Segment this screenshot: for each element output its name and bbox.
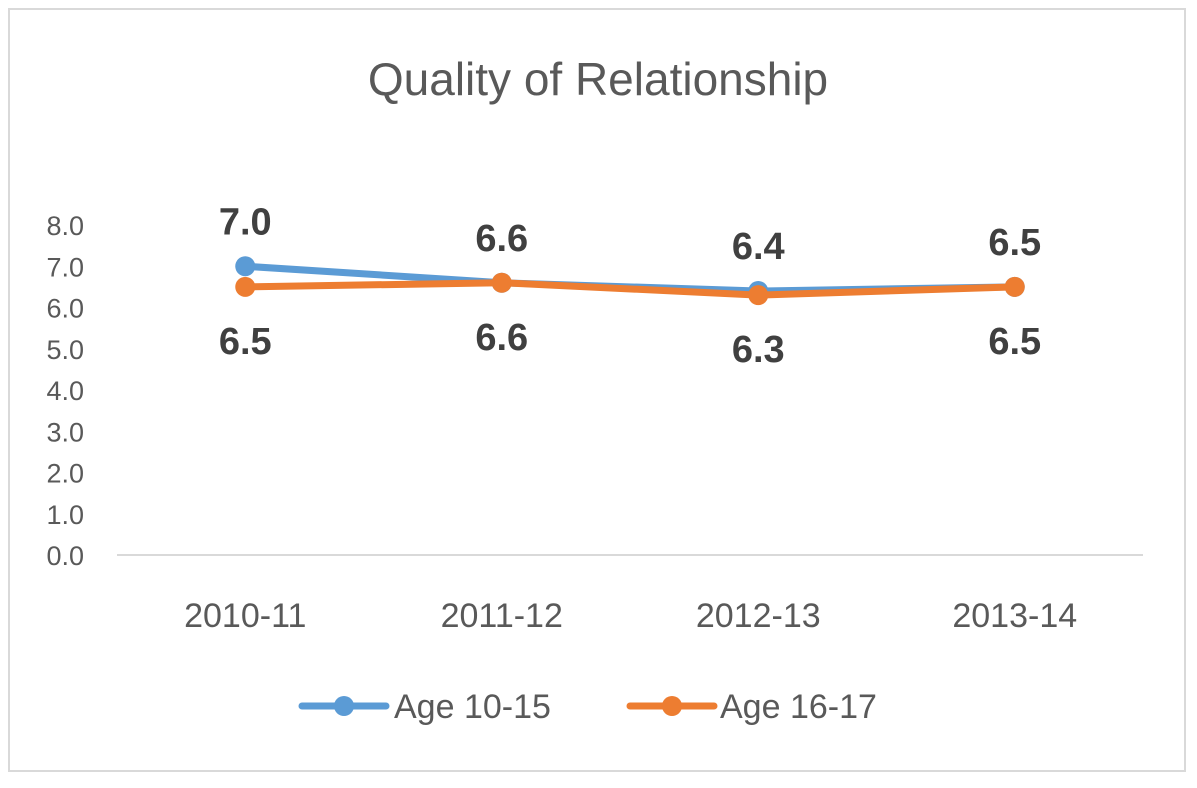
legend-marker-1 <box>334 696 354 716</box>
legend-marker-2 <box>662 696 682 716</box>
series-line-2 <box>241 279 1019 299</box>
data-label: 7.0 <box>219 201 272 243</box>
series-group <box>235 256 1025 306</box>
x-axis-ticks: 2010-11 2011-12 2012-13 2013-14 <box>184 597 1077 635</box>
data-labels: 7.0 6.6 6.4 6.5 6.5 6.6 6.3 6.5 <box>219 201 1041 371</box>
legend-label-1: Age 10-15 <box>394 688 551 726</box>
legend: Age 10-15 Age 16-17 <box>298 688 877 726</box>
data-label: 6.5 <box>988 222 1041 264</box>
y-tick-label: 7.0 <box>46 252 84 282</box>
series-2-point <box>748 285 769 306</box>
y-tick-label: 3.0 <box>46 417 84 447</box>
series-2-point <box>235 276 256 297</box>
y-tick-label: 6.0 <box>46 294 84 324</box>
chart-title: Quality of Relationship <box>368 53 828 105</box>
data-label: 6.6 <box>475 218 528 260</box>
x-tick-label: 2010-11 <box>184 597 306 635</box>
data-label: 6.6 <box>475 317 528 359</box>
chart-frame <box>8 8 1186 772</box>
y-tick-label: 4.0 <box>46 376 84 406</box>
legend-label-2: Age 16-17 <box>720 688 877 726</box>
series-2-point <box>1004 276 1025 297</box>
x-tick-label: 2012-13 <box>696 597 821 635</box>
y-tick-label: 8.0 <box>46 211 84 241</box>
y-tick-label: 5.0 <box>46 335 84 365</box>
y-axis-ticks: 0.0 1.0 2.0 3.0 4.0 5.0 6.0 7.0 8.0 <box>46 211 84 571</box>
data-label: 6.5 <box>219 321 272 363</box>
series-1-point <box>235 256 256 277</box>
data-label: 6.5 <box>988 321 1041 363</box>
y-tick-label: 0.0 <box>46 541 84 571</box>
y-tick-label: 2.0 <box>46 459 84 489</box>
y-tick-label: 1.0 <box>46 500 84 530</box>
data-label: 6.3 <box>732 329 785 371</box>
x-tick-label: 2011-12 <box>441 597 563 635</box>
data-label: 6.4 <box>732 226 785 268</box>
x-tick-label: 2013-14 <box>952 597 1077 635</box>
series-2-point <box>491 272 512 293</box>
